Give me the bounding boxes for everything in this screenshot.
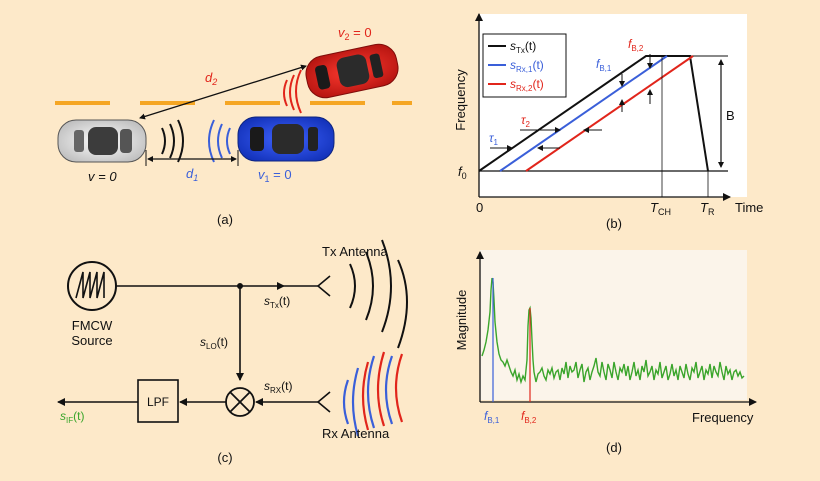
panel-b: Frequency Time 0 f0 TCH TR B sTx(t) sRx,… [453,13,763,231]
target-car-1 [237,116,335,162]
c-source-label-2: Source [71,333,112,348]
c-rx-antenna-label: Rx Antenna [322,426,390,441]
c-slo-label: sLO(t) [200,335,228,351]
d-fb1-label: fB,1 [484,409,500,425]
d-xlabel: Frequency [692,410,754,425]
c-fmcw-source-symbol [67,261,117,311]
rx-waves-blue [208,119,231,163]
d-fb2-label: fB,2 [521,409,537,425]
d2-label: d2 [205,70,217,87]
caption-a: (a) [217,212,233,227]
b-fb2-label: fB,2 [628,37,644,53]
c-rx-waves [342,351,404,437]
b-f0: f0 [458,164,467,181]
panel-d: Magnitude Frequency fB,1 fB,2 (d) [454,250,757,455]
panel-d-background [480,250,747,400]
car1-velocity: v1 = 0 [258,167,292,184]
ego-car [57,119,147,163]
caption-d: (d) [606,440,622,455]
d-ylabel: Magnitude [454,290,469,351]
caption-b: (b) [606,216,622,231]
b-tau1-label: τ1 [489,131,499,147]
tx-waves [161,119,184,163]
car2-velocity: v2 = 0 [338,25,372,42]
b-xlabel: Time [735,200,763,215]
panel-c: FMCW Source Tx Antenna sTx(t) sLO(t) sRX… [57,239,408,465]
target-car-2 [305,43,399,99]
b-legend-rx1: sRx,1(t) [510,58,544,74]
c-stx-label: sTx(t) [264,294,290,310]
d1-label: d1 [186,166,198,183]
b-tch-label: TCH [650,200,671,217]
b-origin: 0 [476,200,483,215]
b-legend-tx: sTx(t) [510,39,536,55]
b-rx2-ramp [525,55,694,172]
c-lpf-block [137,379,179,423]
c-tx-antenna-label: Tx Antenna [322,244,389,259]
c-tx-antenna-icon [316,275,331,297]
c-lpf-label: LPF [147,395,169,409]
b-fb1-label: fB,1 [596,57,612,73]
c-srx-label: sRX(t) [264,379,292,395]
ego-velocity: v = 0 [88,169,117,184]
caption-c: (c) [217,450,232,465]
c-source-label-1: FMCW [72,318,113,333]
rx-waves-red [283,69,302,114]
d-spectrum [481,277,745,385]
c-sif-label: sIF(t) [60,409,84,425]
b-tau2-label: τ2 [521,113,531,129]
c-tx-waves [349,239,408,349]
c-mixer-symbol [225,387,255,417]
b-ylabel: Frequency [453,69,468,131]
d2-arrow [139,64,307,120]
c-rx-antenna-icon [316,391,331,413]
b-tr-label: TR [700,200,715,217]
b-rx1-ramp [499,55,668,172]
b-bandwidth-label: B [726,108,735,123]
b-tx-ramp [478,55,709,172]
b-legend-rx2: sRx,2(t) [510,77,544,93]
panel-a: d2 d1 v = 0 v1 = 0 v2 = 0 (a) [55,25,412,227]
b-legend: sTx(t) sRx,1(t) sRx,2(t) [482,33,567,98]
c-sawtooth-icon [75,271,105,299]
